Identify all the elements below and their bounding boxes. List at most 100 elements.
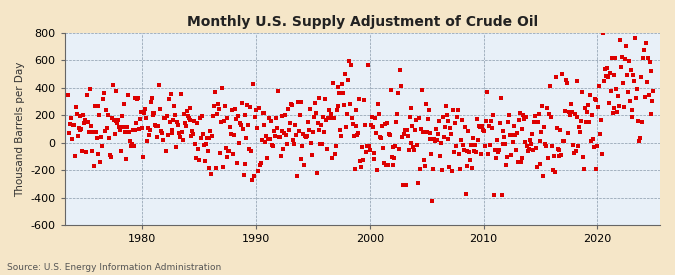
Point	[542, 106, 553, 111]
Point	[612, 110, 623, 114]
Point	[466, 142, 477, 147]
Point	[502, 155, 513, 159]
Point	[272, 89, 283, 94]
Point	[477, 128, 488, 132]
Point	[360, 122, 371, 127]
Point	[237, 127, 248, 131]
Point	[341, 124, 352, 129]
Point	[597, 31, 608, 35]
Point	[593, 105, 603, 110]
Point	[311, 171, 322, 175]
Point	[613, 94, 624, 98]
Point	[296, 100, 307, 104]
Point	[567, 142, 578, 147]
Point	[504, 113, 514, 117]
Point	[95, 160, 106, 164]
Point	[180, 120, 190, 125]
Point	[68, 123, 78, 127]
Point	[510, 133, 520, 137]
Point	[622, 90, 633, 94]
Point	[545, 114, 556, 119]
Point	[349, 167, 360, 171]
Point	[368, 151, 379, 155]
Point	[77, 149, 88, 153]
Point	[74, 114, 85, 118]
Point	[618, 81, 628, 86]
Point	[508, 140, 518, 144]
Point	[479, 143, 490, 148]
Point	[164, 120, 175, 124]
Point	[575, 130, 586, 134]
Point	[288, 138, 298, 142]
Point	[306, 141, 317, 145]
Point	[580, 106, 591, 110]
Point	[591, 167, 602, 171]
Point	[386, 155, 397, 159]
Point	[217, 86, 227, 90]
Point	[210, 90, 221, 94]
Point	[443, 119, 454, 123]
Point	[407, 124, 418, 129]
Point	[547, 168, 558, 172]
Point	[330, 144, 341, 148]
Point	[557, 72, 568, 76]
Point	[222, 155, 233, 159]
Point	[347, 122, 358, 126]
Point	[219, 104, 230, 108]
Point	[499, 135, 510, 139]
Point	[276, 129, 287, 133]
Point	[67, 137, 78, 141]
Point	[580, 120, 591, 124]
Point	[550, 75, 561, 79]
Point	[358, 98, 369, 103]
Point	[102, 126, 113, 130]
Point	[108, 118, 119, 122]
Point	[448, 108, 458, 112]
Point	[63, 93, 74, 97]
Point	[377, 124, 387, 129]
Title: Monthly U.S. Supply Adjustment of Crude Oil: Monthly U.S. Supply Adjustment of Crude …	[187, 15, 538, 29]
Point	[208, 113, 219, 118]
Point	[577, 89, 588, 94]
Point	[623, 59, 634, 64]
Point	[245, 104, 256, 109]
Point	[517, 155, 528, 160]
Point	[87, 130, 98, 134]
Point	[350, 123, 361, 128]
Point	[482, 90, 493, 95]
Point	[377, 146, 388, 150]
Point	[137, 126, 148, 131]
Point	[596, 118, 607, 122]
Point	[620, 44, 631, 48]
Point	[356, 164, 367, 169]
Point	[185, 118, 196, 122]
Point	[540, 142, 551, 146]
Point	[129, 96, 140, 100]
Point	[460, 192, 471, 196]
Point	[643, 92, 654, 97]
Point	[505, 133, 516, 138]
Point	[161, 114, 172, 119]
Point	[196, 114, 207, 118]
Point	[315, 142, 326, 146]
Point	[485, 143, 495, 147]
Point	[430, 139, 441, 143]
Point	[364, 147, 375, 152]
Point	[232, 161, 242, 165]
Point	[184, 106, 195, 110]
Point	[604, 71, 615, 75]
Point	[406, 141, 417, 145]
Point	[629, 79, 640, 83]
Point	[627, 115, 638, 119]
Point	[274, 135, 285, 139]
Point	[393, 91, 404, 95]
Point	[537, 104, 548, 108]
Point	[159, 116, 169, 120]
Point	[130, 128, 141, 132]
Point	[595, 131, 605, 136]
Point	[146, 95, 157, 100]
Point	[648, 89, 659, 94]
Point	[107, 82, 118, 87]
Text: Source: U.S. Energy Information Administration: Source: U.S. Energy Information Administ…	[7, 263, 221, 272]
Point	[503, 120, 514, 125]
